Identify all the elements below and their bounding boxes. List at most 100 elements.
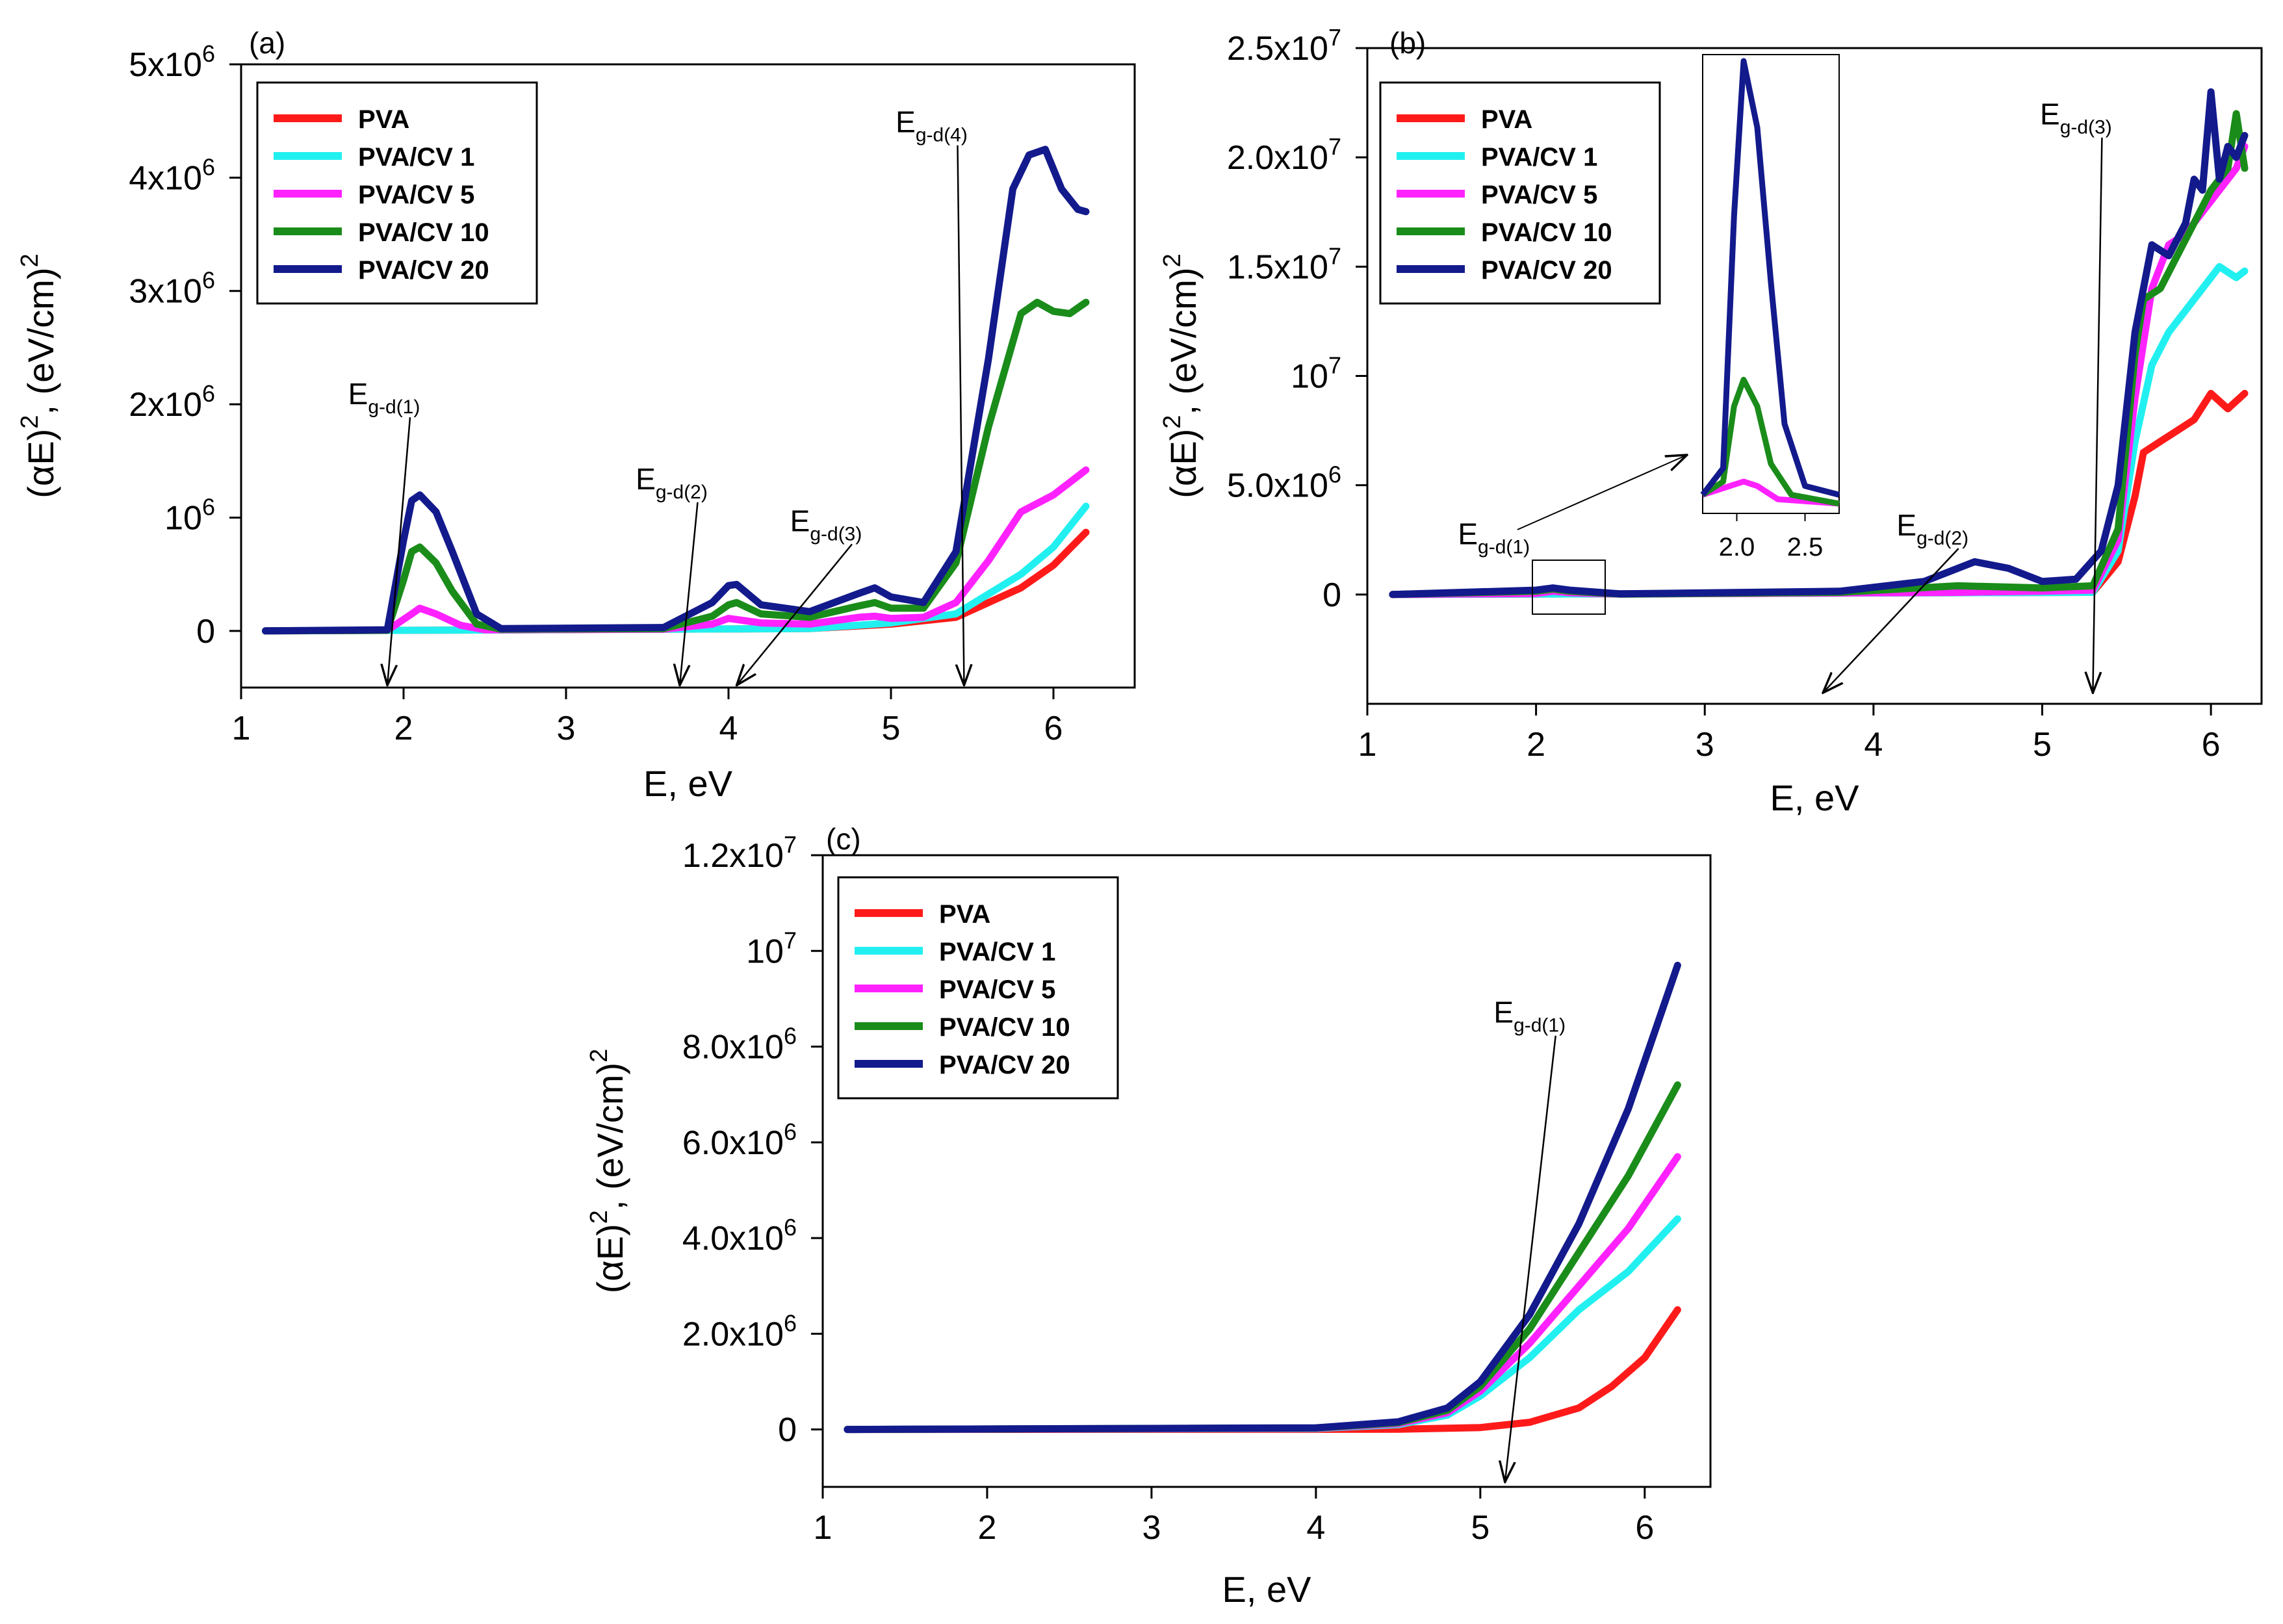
- x-tick-label: 3: [1142, 1509, 1161, 1547]
- plot-frame: [821, 854, 1712, 1488]
- annotation-arrow: [737, 543, 853, 685]
- series-group: [262, 146, 1090, 635]
- panel-b: 1 2 3 4 5 6 0 5.0x106 107 1.5x107 2.0x107 2.5x107 E,…: [1159, 24, 2263, 818]
- series-line-pva-cv-10: [262, 298, 1090, 635]
- series-line-pva-cv-1: [844, 1215, 1681, 1434]
- x-tick-label: 4: [1306, 1509, 1325, 1547]
- panel-c: 1 2 3 4 5 6 0 2.0x106 4.0x106 6.0x106 8.0x106 107 1.…: [586, 822, 1712, 1610]
- x-tick-label: 2: [1527, 726, 1545, 764]
- x-axis-label: E, eV: [1770, 777, 1860, 818]
- x-tick-label: 5: [1471, 1509, 1490, 1547]
- annotation-arrow: [1505, 1035, 1556, 1482]
- legend-label: PVA/CV 5: [939, 975, 1055, 1004]
- zoom-arrow: [1517, 455, 1687, 530]
- series-line-pva: [1389, 389, 2249, 599]
- x-tick-label: 1: [1358, 726, 1377, 764]
- x-tick-label: 5: [882, 710, 901, 747]
- x-tick-label: 1: [814, 1509, 832, 1547]
- y-tick-label: 0: [196, 613, 215, 651]
- series-line-pva-cv-20: [844, 961, 1681, 1434]
- y-tick-label: 6.0x106: [682, 1118, 797, 1162]
- inset-series-pva-cv-5: [1701, 478, 1840, 507]
- panel-label: (c): [826, 822, 861, 856]
- legend-label: PVA/CV 10: [939, 1013, 1070, 1042]
- legend: PVA PVA/CV 1 PVA/CV 5 PVA/CV 10 PVA/CV 20: [256, 81, 538, 305]
- y-tick-label: 3x106: [129, 267, 215, 311]
- legend-label: PVA/CV 5: [1481, 181, 1597, 209]
- inset-tick-label: 2.5: [1787, 533, 1824, 561]
- panel-label: (a): [249, 26, 285, 60]
- x-tick-label: 4: [719, 710, 738, 747]
- series-line-pva-cv-1: [1389, 263, 2249, 599]
- series-line-pva-cv-20: [1389, 88, 2249, 599]
- inset-series-pva-cv-20: [1700, 58, 1840, 498]
- annotation-label: Eg-d(1): [348, 377, 420, 418]
- legend-label: PVA: [358, 105, 409, 134]
- series-line-pva-cv-1: [262, 502, 1090, 635]
- annotation-arrow: [1823, 548, 1959, 693]
- y-axis-label: (αE)2, (eV/cm)2: [16, 253, 61, 498]
- legend-label: PVA/CV 20: [1481, 256, 1612, 285]
- x-axis-label: E, eV: [643, 763, 733, 804]
- y-tick-label: 0: [1322, 576, 1341, 614]
- y-tick-label: 107: [1291, 352, 1341, 396]
- y-tick-label: 5x106: [129, 40, 215, 84]
- x-axis-label: E, eV: [1222, 1569, 1312, 1610]
- legend: PVA PVA/CV 1 PVA/CV 5 PVA/CV 10 PVA/CV 20: [837, 876, 1119, 1100]
- series-group: [844, 961, 1681, 1434]
- zoom-box: [1532, 560, 1606, 615]
- y-tick-label: 4.0x106: [682, 1214, 797, 1257]
- x-tick-label: 6: [1635, 1509, 1654, 1547]
- y-axis-label: (αE)2, (eV/cm)2: [586, 1049, 630, 1293]
- inset-tick-label: 2.0: [1719, 533, 1755, 561]
- legend-label: PVA/CV 1: [358, 143, 474, 172]
- annotation-arrow: [387, 417, 411, 685]
- annotation-label: Eg-d(3): [2040, 97, 2112, 138]
- x-tick-label: 2: [394, 710, 413, 747]
- y-tick-label: 106: [164, 493, 215, 537]
- legend: PVA PVA/CV 1 PVA/CV 5 PVA/CV 10 PVA/CV 20: [1379, 81, 1661, 305]
- legend-label: PVA/CV 1: [939, 938, 1055, 966]
- annotation-arrow: [958, 145, 964, 686]
- annotation-label: Eg-d(1): [1458, 517, 1530, 558]
- y-tick-label: 2.0x106: [682, 1309, 797, 1353]
- x-tick-label: 6: [1044, 710, 1063, 747]
- panel-label: (b): [1389, 26, 1426, 60]
- panel-a: 1 2 3 4 5 6 0 106 2x106 3x106 4x106 5x106 E, eV (αE)2…: [16, 26, 1136, 804]
- x-tick-label: 2: [978, 1509, 997, 1547]
- legend-label: PVA: [939, 900, 990, 929]
- plot-frame: [240, 63, 1136, 689]
- x-tick-label: 4: [1864, 726, 1883, 764]
- legend-label: PVA/CV 20: [358, 256, 489, 285]
- annotation-label: Eg-d(3): [790, 504, 862, 545]
- annotation-label: Eg-d(2): [1896, 508, 1968, 549]
- y-tick-label: 5.0x106: [1227, 461, 1341, 505]
- y-tick-label: 2x106: [129, 380, 215, 424]
- x-tick-label: 3: [1696, 726, 1714, 764]
- legend-label: PVA/CV 1: [1481, 143, 1597, 172]
- legend-label: PVA/CV 10: [358, 218, 489, 247]
- y-tick-label: 107: [746, 927, 797, 970]
- y-tick-label: 2.5x107: [1227, 24, 1341, 68]
- legend-label: PVA/CV 10: [1481, 218, 1612, 247]
- series-line-pva-cv-10: [844, 1081, 1681, 1434]
- legend-label: PVA/CV 20: [939, 1051, 1070, 1079]
- y-tick-label: 1.2x107: [682, 831, 797, 875]
- legend-label: PVA: [1481, 105, 1532, 134]
- y-axis-label: (αE)2, (eV/cm)2: [1159, 253, 1204, 498]
- x-tick-label: 3: [557, 710, 576, 747]
- y-tick-label: 2.0x107: [1227, 133, 1341, 177]
- series-line-pva: [844, 1306, 1681, 1434]
- y-tick-label: 1.5x107: [1227, 242, 1341, 286]
- x-tick-label: 6: [2202, 726, 2221, 764]
- x-tick-label: 1: [232, 710, 251, 747]
- series-group: [1389, 88, 2249, 599]
- annotation-arrow: [680, 502, 699, 686]
- annotation-arrow: [2093, 137, 2103, 693]
- annotation-label: Eg-d(2): [636, 462, 708, 503]
- y-tick-label: 8.0x106: [682, 1023, 797, 1066]
- x-tick-label: 5: [2033, 726, 2052, 764]
- series-line-pva-cv-5: [262, 466, 1090, 635]
- y-tick-label: 4x106: [129, 153, 215, 197]
